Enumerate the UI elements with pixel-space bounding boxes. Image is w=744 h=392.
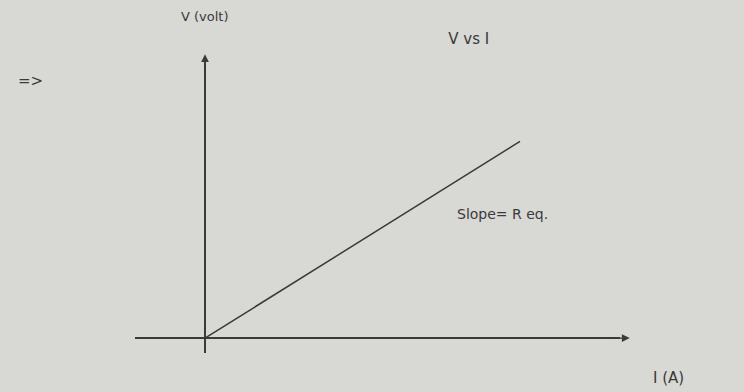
svg-text:V (volt): V (volt) xyxy=(181,9,229,24)
svg-text:=>: => xyxy=(18,72,43,90)
svg-text:V vs I: V vs I xyxy=(448,30,489,48)
svg-text:Slope= R eq.: Slope= R eq. xyxy=(457,206,548,222)
svg-text:I (A): I (A) xyxy=(653,369,684,387)
